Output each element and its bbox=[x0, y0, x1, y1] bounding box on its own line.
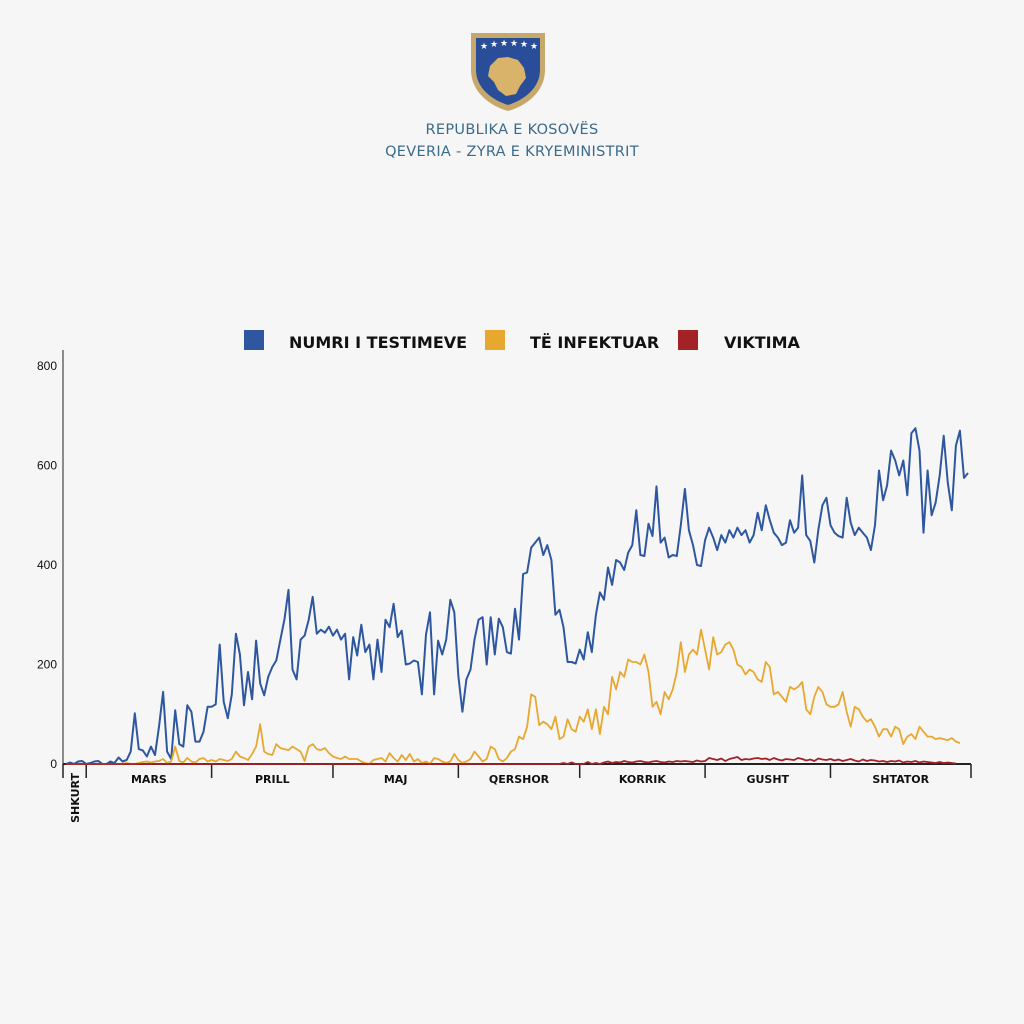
chart-legend: NUMRI I TESTIMEVE TË INFEKTUAR VIKTIMA bbox=[244, 330, 801, 352]
svg-text:★: ★ bbox=[490, 40, 498, 50]
kosovo-coat-of-arms-icon: ★ ★ ★ ★ ★ ★ bbox=[471, 33, 545, 111]
header-republic-title: REPUBLIKA E KOSOVËS bbox=[425, 122, 599, 138]
svg-text:★: ★ bbox=[480, 42, 488, 52]
y-tick-label: 600 bbox=[37, 459, 57, 473]
x-month-label: PRILL bbox=[255, 773, 290, 786]
x-month-label: QERSHOR bbox=[489, 773, 550, 786]
svg-text:★: ★ bbox=[520, 40, 528, 50]
series-line-1 bbox=[65, 427, 969, 765]
legend-label-1: NUMRI I TESTIMEVE bbox=[289, 333, 467, 352]
series-line-2 bbox=[66, 628, 961, 765]
y-tick-label: 800 bbox=[37, 359, 57, 373]
y-tick-label: 400 bbox=[37, 558, 57, 572]
legend-swatch-3 bbox=[678, 330, 698, 350]
x-month-label: MAJ bbox=[384, 773, 408, 786]
x-month-label: SHTATOR bbox=[872, 773, 929, 786]
x-axis: SHKURT MARS PRILL MAJ QERSHOR KORRIK GUSHT SHTA… bbox=[62, 763, 972, 823]
y-tick-label: 0 bbox=[50, 757, 57, 771]
legend-label-2: TË INFEKTUAR bbox=[530, 333, 659, 352]
legend-label-3: VIKTIMA bbox=[724, 333, 801, 352]
x-month-label: MARS bbox=[131, 773, 167, 786]
x-month-label: KORRIK bbox=[619, 773, 666, 786]
series-line-3 bbox=[66, 756, 957, 765]
header-government-subtitle: QEVERIA - ZYRA E KRYEMINISTRIT bbox=[385, 144, 639, 160]
y-tick-label: 200 bbox=[37, 658, 57, 672]
svg-text:★: ★ bbox=[500, 39, 508, 49]
svg-text:★: ★ bbox=[530, 42, 538, 52]
legend-swatch-2 bbox=[485, 330, 505, 350]
y-axis: 800 600 400 200 0 bbox=[37, 350, 64, 771]
legend-swatch-1 bbox=[244, 330, 264, 350]
x-month-label: GUSHT bbox=[746, 773, 789, 786]
x-month-label: SHKURT bbox=[69, 773, 82, 823]
chart-series bbox=[65, 427, 969, 765]
svg-text:★: ★ bbox=[510, 39, 518, 49]
